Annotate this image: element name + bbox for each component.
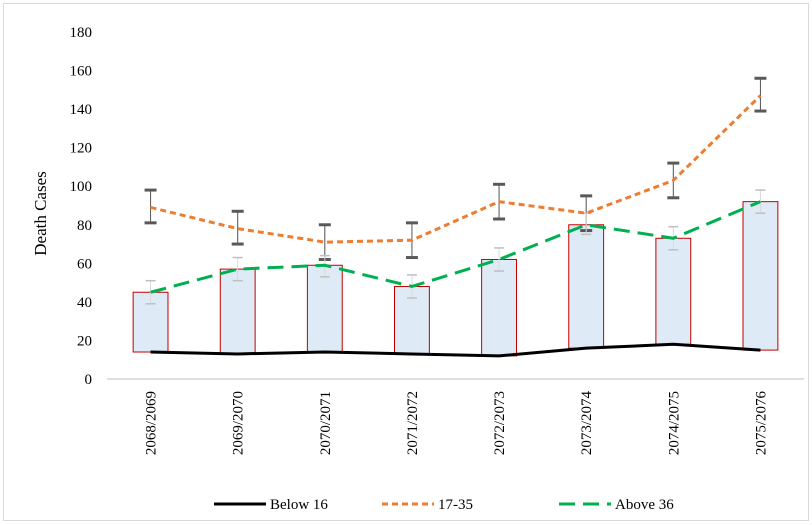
- range-box: [655, 237, 692, 345]
- range-box: [568, 224, 605, 349]
- y-tick-label: 100: [70, 179, 93, 195]
- chart-frame: 0 20 40 60 80 100 120 140 160 180 Death Cases 206…: [3, 3, 809, 521]
- x-tick-label: 2074/2075: [666, 391, 682, 455]
- x-axis-ticks: 2068/2069 2069/2070 2070/2071 2071/2072 2072…: [144, 391, 770, 456]
- y-tick-label: 40: [77, 295, 92, 311]
- y-axis-label: Death Cases: [31, 171, 50, 256]
- y-tick-label: 120: [70, 141, 93, 157]
- series-lines: [150, 94, 762, 358]
- x-tick-label: 2071/2072: [405, 391, 421, 455]
- range-box: [742, 201, 779, 351]
- range-box: [219, 268, 256, 355]
- range-boxes: [132, 201, 779, 357]
- legend: Below 16 17-35 Above 36: [214, 497, 674, 513]
- y-tick-label: 160: [70, 64, 93, 80]
- y-tick-label: 80: [77, 218, 92, 234]
- chart-svg: 0 20 40 60 80 100 120 140 160 180 Death Cases 206…: [31, 25, 804, 513]
- range-box: [306, 264, 343, 353]
- series-line-below-16: [150, 342, 761, 358]
- legend-label: Above 36: [615, 497, 674, 513]
- y-axis-ticks: 0 20 40 60 80 100 120 140 160 180: [70, 25, 93, 388]
- x-tick-label: 2068/2069: [144, 391, 160, 455]
- x-tick-label: 2073/2074: [579, 391, 595, 456]
- y-tick-label: 20: [77, 333, 92, 349]
- y-tick-label: 0: [85, 372, 93, 388]
- x-tick-label: 2069/2070: [231, 391, 247, 455]
- legend-label: Below 16: [270, 497, 328, 513]
- x-tick-label: 2072/2073: [492, 391, 508, 455]
- range-box: [481, 258, 517, 357]
- series-line-17-35: [150, 94, 762, 244]
- y-tick-label: 140: [70, 102, 93, 118]
- legend-label: 17-35: [438, 497, 473, 513]
- series-line-above-36: [150, 200, 762, 294]
- x-tick-label: 2075/2076: [753, 391, 769, 456]
- y-tick-label: 180: [70, 25, 93, 41]
- x-tick-label: 2070/2071: [318, 391, 334, 455]
- y-tick-label: 60: [77, 256, 92, 272]
